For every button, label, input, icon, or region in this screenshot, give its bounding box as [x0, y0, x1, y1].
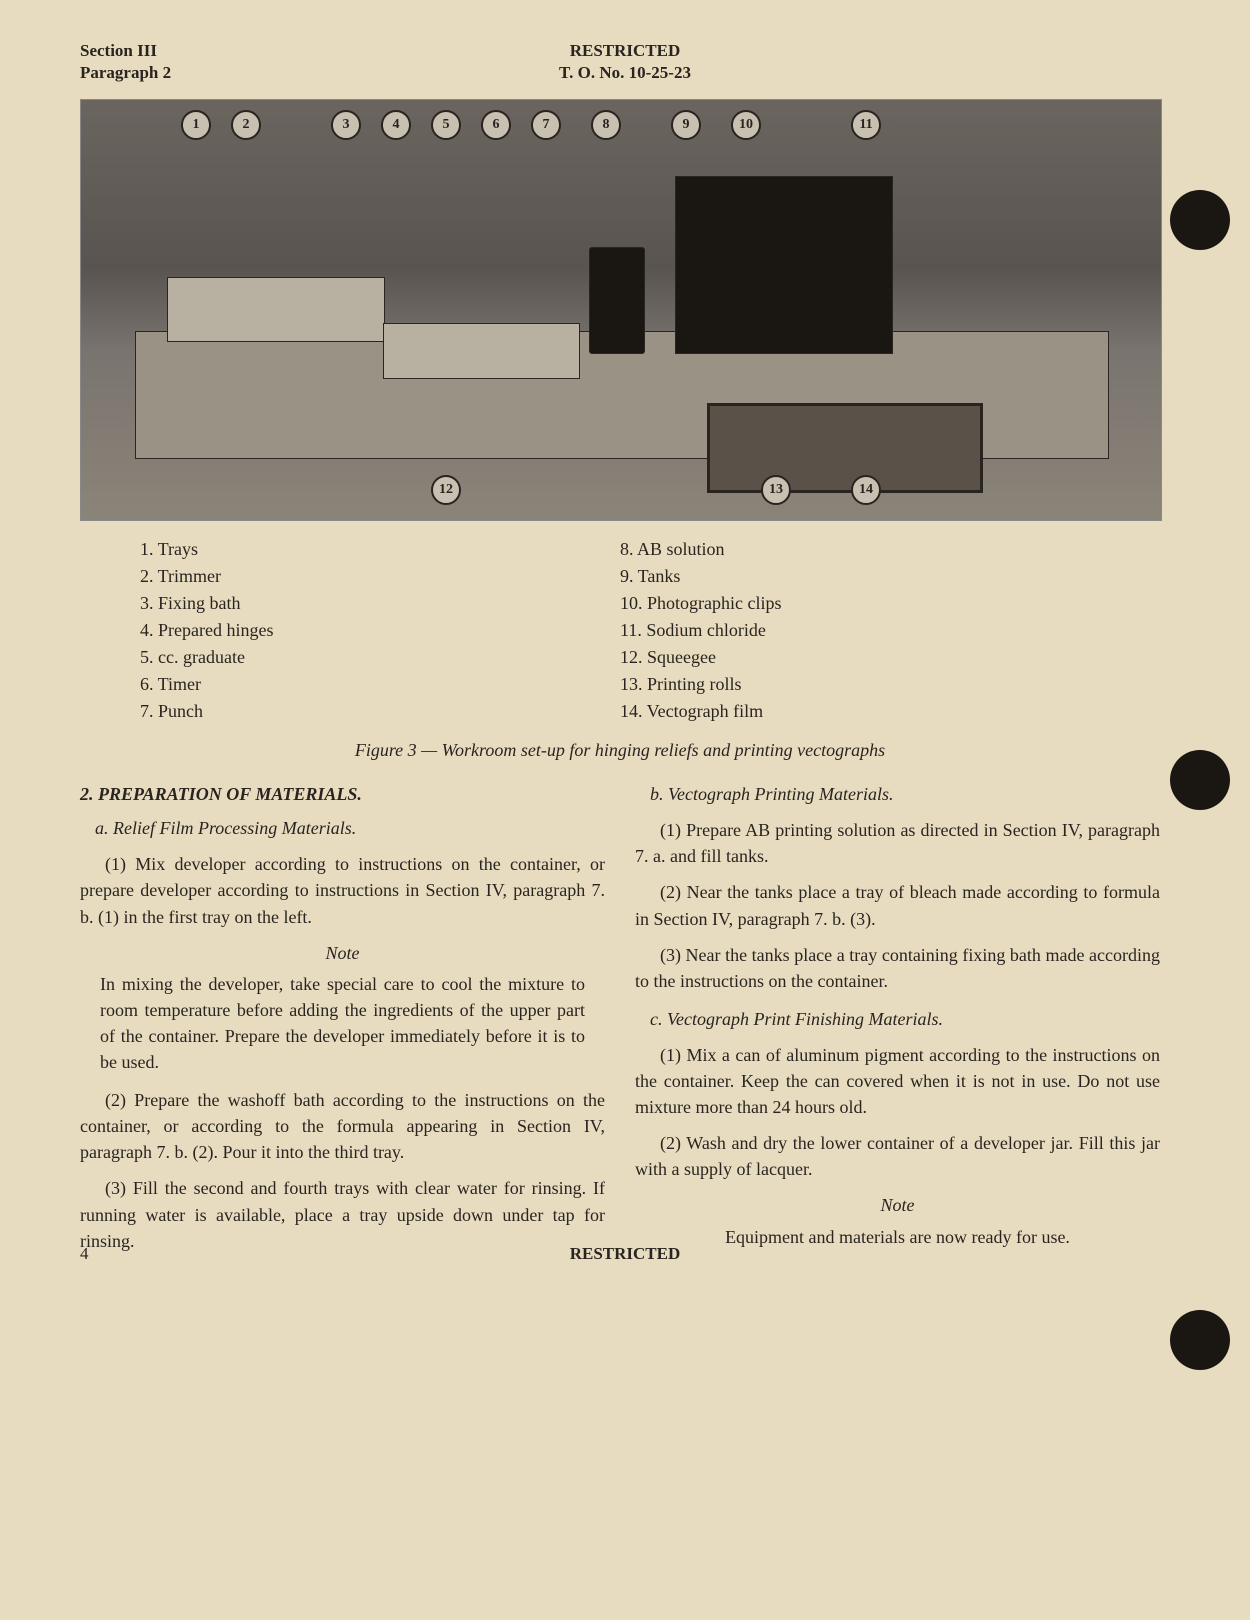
legend-item: 1. Trays — [140, 536, 620, 563]
tray-shape-1 — [167, 277, 385, 342]
callout-2: 2 — [231, 110, 261, 140]
paragraph-a1: (1) Mix developer according to instructi… — [80, 851, 605, 929]
document-page: Section III Paragraph 2 RESTRICTED T. O.… — [0, 0, 1250, 1304]
legend-item: 7. Punch — [140, 698, 620, 725]
paragraph-c2: (2) Wash and dry the lower container of … — [635, 1130, 1160, 1182]
paragraph-c1: (1) Mix a can of aluminum pigment accord… — [635, 1042, 1160, 1120]
callout-7: 7 — [531, 110, 561, 140]
right-column: b. Vectograph Printing Materials. (1) Pr… — [635, 781, 1160, 1264]
binder-hole-icon — [1170, 1310, 1230, 1370]
tray-shape-2 — [383, 323, 579, 380]
body-columns: 2. PREPARATION OF MATERIALS. a. Relief F… — [80, 781, 1160, 1264]
callout-3: 3 — [331, 110, 361, 140]
page-number: 4 — [80, 1244, 89, 1264]
paragraph-a2: (2) Prepare the washoff bath according t… — [80, 1087, 605, 1165]
sub-heading-b: b. Vectograph Printing Materials. — [650, 781, 1160, 807]
callout-13: 13 — [761, 475, 791, 505]
legend-item: 9. Tanks — [620, 563, 1100, 590]
legend-item: 11. Sodium chloride — [620, 617, 1100, 644]
callout-10: 10 — [731, 110, 761, 140]
paragraph-b1: (1) Prepare AB printing solution as dire… — [635, 817, 1160, 869]
binder-hole-icon — [1170, 750, 1230, 810]
to-number: T. O. No. 10-25-23 — [559, 62, 691, 84]
legend-item: 10. Photographic clips — [620, 590, 1100, 617]
header-left: Section III Paragraph 2 — [80, 40, 171, 84]
sub-heading-a: a. Relief Film Processing Materials. — [95, 815, 605, 841]
note-body-2: Equipment and materials are now ready fo… — [635, 1224, 1160, 1250]
note-label: Note — [80, 940, 605, 966]
footer-restricted: RESTRICTED — [570, 1244, 681, 1264]
legend-right-column: 8. AB solution 9. Tanks 10. Photographic… — [620, 536, 1100, 725]
page-header: Section III Paragraph 2 RESTRICTED T. O.… — [80, 40, 1160, 84]
callout-1: 1 — [181, 110, 211, 140]
note-label-2: Note — [635, 1192, 1160, 1218]
legend-item: 4. Prepared hinges — [140, 617, 620, 644]
legend-item: 2. Trimmer — [140, 563, 620, 590]
figure-caption: Figure 3 — Workroom set-up for hinging r… — [80, 740, 1160, 761]
callout-4: 4 — [381, 110, 411, 140]
bottle-shape — [589, 247, 645, 354]
sub-heading-c: c. Vectograph Print Finishing Materials. — [650, 1006, 1160, 1032]
restricted-label: RESTRICTED — [559, 40, 691, 62]
callout-12: 12 — [431, 475, 461, 505]
callout-14: 14 — [851, 475, 881, 505]
legend-item: 14. Vectograph film — [620, 698, 1100, 725]
left-column: 2. PREPARATION OF MATERIALS. a. Relief F… — [80, 781, 605, 1264]
callout-11: 11 — [851, 110, 881, 140]
figure-legend: 1. Trays 2. Trimmer 3. Fixing bath 4. Pr… — [140, 536, 1100, 725]
legend-item: 3. Fixing bath — [140, 590, 620, 617]
figure-3-image: 1 2 3 4 5 6 7 8 9 10 11 12 13 14 — [80, 99, 1162, 521]
printing-frame — [707, 403, 983, 493]
section-label: Section III — [80, 40, 171, 62]
legend-item: 13. Printing rolls — [620, 671, 1100, 698]
paragraph-b3: (3) Near the tanks place a tray containi… — [635, 942, 1160, 994]
callout-6: 6 — [481, 110, 511, 140]
legend-item: 5. cc. graduate — [140, 644, 620, 671]
note-body: In mixing the developer, take special ca… — [100, 971, 585, 1075]
section-2-heading: 2. PREPARATION OF MATERIALS. — [80, 781, 605, 807]
paragraph-label: Paragraph 2 — [80, 62, 171, 84]
callout-5: 5 — [431, 110, 461, 140]
paragraph-a3: (3) Fill the second and fourth trays wit… — [80, 1175, 605, 1253]
binder-hole-icon — [1170, 190, 1230, 250]
legend-left-column: 1. Trays 2. Trimmer 3. Fixing bath 4. Pr… — [140, 536, 620, 725]
header-center: RESTRICTED T. O. No. 10-25-23 — [559, 40, 691, 84]
callout-9: 9 — [671, 110, 701, 140]
callout-8: 8 — [591, 110, 621, 140]
legend-item: 8. AB solution — [620, 536, 1100, 563]
paragraph-b2: (2) Near the tanks place a tray of bleac… — [635, 879, 1160, 931]
tanks-shape — [675, 176, 893, 354]
legend-item: 12. Squeegee — [620, 644, 1100, 671]
legend-item: 6. Timer — [140, 671, 620, 698]
